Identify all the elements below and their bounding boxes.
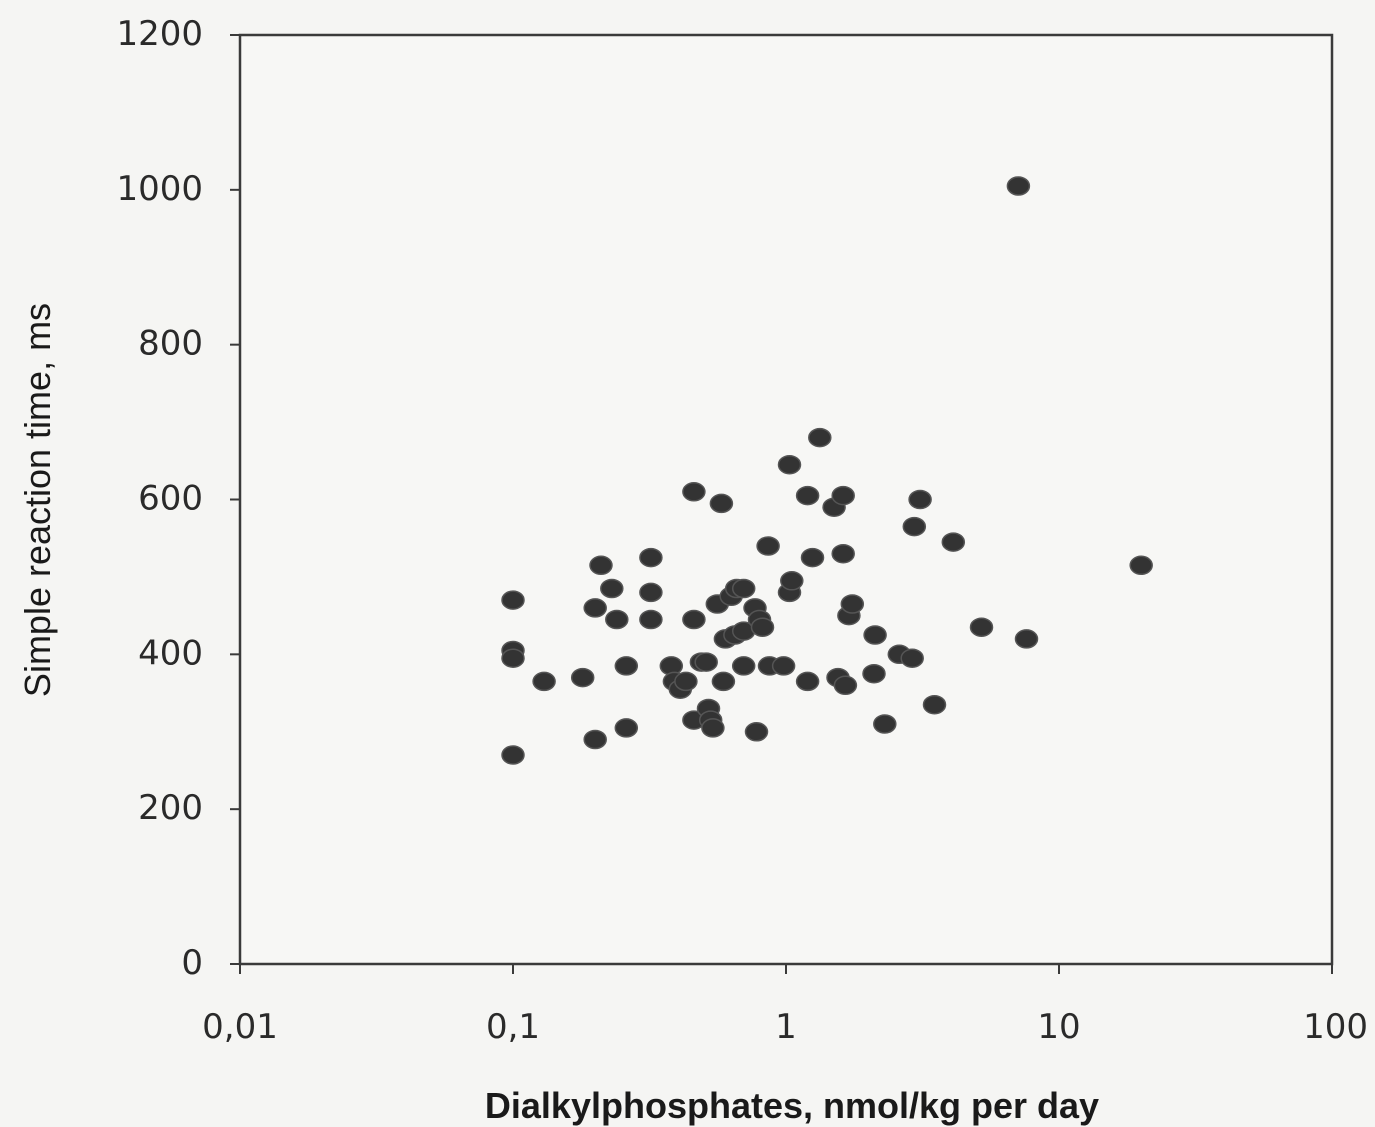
data-point [831,543,855,564]
data-point [833,675,858,696]
x-axis: 0,01 0,1 1 10 100 [202,964,1368,1047]
plot-frame [238,33,1334,966]
y-tick-label: 1000 [116,169,203,209]
data-point [1006,176,1031,196]
data-point [902,516,927,537]
x-tick-label: 1 [775,1007,797,1047]
data-point [501,648,525,668]
data-point [682,609,706,630]
data-point [900,648,924,668]
y-tick-label: 1200 [116,14,203,54]
data-point [808,427,832,448]
y-tick-label: 800 [138,324,203,364]
data-point [711,671,736,692]
data-point [795,485,820,506]
data-point [639,582,663,603]
data-point [922,694,947,715]
x-tick-label: 10 [1037,1007,1080,1047]
data-point [1129,555,1153,576]
data-point [731,656,756,676]
data-points [501,176,1153,765]
data-point [777,454,802,475]
data-point [969,617,994,637]
x-tick-label: 100 [1303,1007,1368,1047]
data-point [908,489,932,510]
data-point [694,652,718,672]
data-point [583,729,607,750]
data-point [873,714,897,734]
y-tick-label: 400 [138,633,203,673]
y-axis: 0 200 400 600 800 1000 1200 [116,14,240,983]
data-point [614,718,639,738]
data-point [701,718,725,738]
data-point [639,547,663,568]
data-point [614,656,639,676]
data-point [800,547,825,568]
data-point [750,617,775,637]
data-point [639,609,663,630]
data-point [709,493,734,514]
data-point [501,590,525,610]
data-point [570,667,595,688]
data-point [674,671,698,692]
data-point [532,671,556,692]
data-point [600,578,624,599]
y-tick-label: 0 [181,943,203,983]
data-point [731,578,756,599]
data-point [501,745,525,765]
data-point [780,571,804,591]
x-tick-label: 0,1 [486,1007,540,1047]
data-point [605,609,629,630]
data-point [795,671,820,692]
data-point [941,532,966,552]
data-point [682,482,706,502]
y-axis-title: Simple reaction time, ms [17,303,58,697]
data-point [583,598,607,618]
y-tick-label: 200 [138,788,203,828]
data-point [756,536,780,556]
data-point [1014,629,1039,649]
x-axis-title: Dialkylphosphates, nmol/kg per day [485,1085,1099,1126]
data-point [840,594,865,614]
data-point [589,555,613,576]
data-point [744,722,769,742]
data-point [863,625,887,645]
data-point [862,663,886,684]
x-tick-label: 0,01 [202,1007,278,1047]
y-tick-label: 600 [138,479,203,519]
data-point [771,656,796,676]
data-point [831,485,855,506]
